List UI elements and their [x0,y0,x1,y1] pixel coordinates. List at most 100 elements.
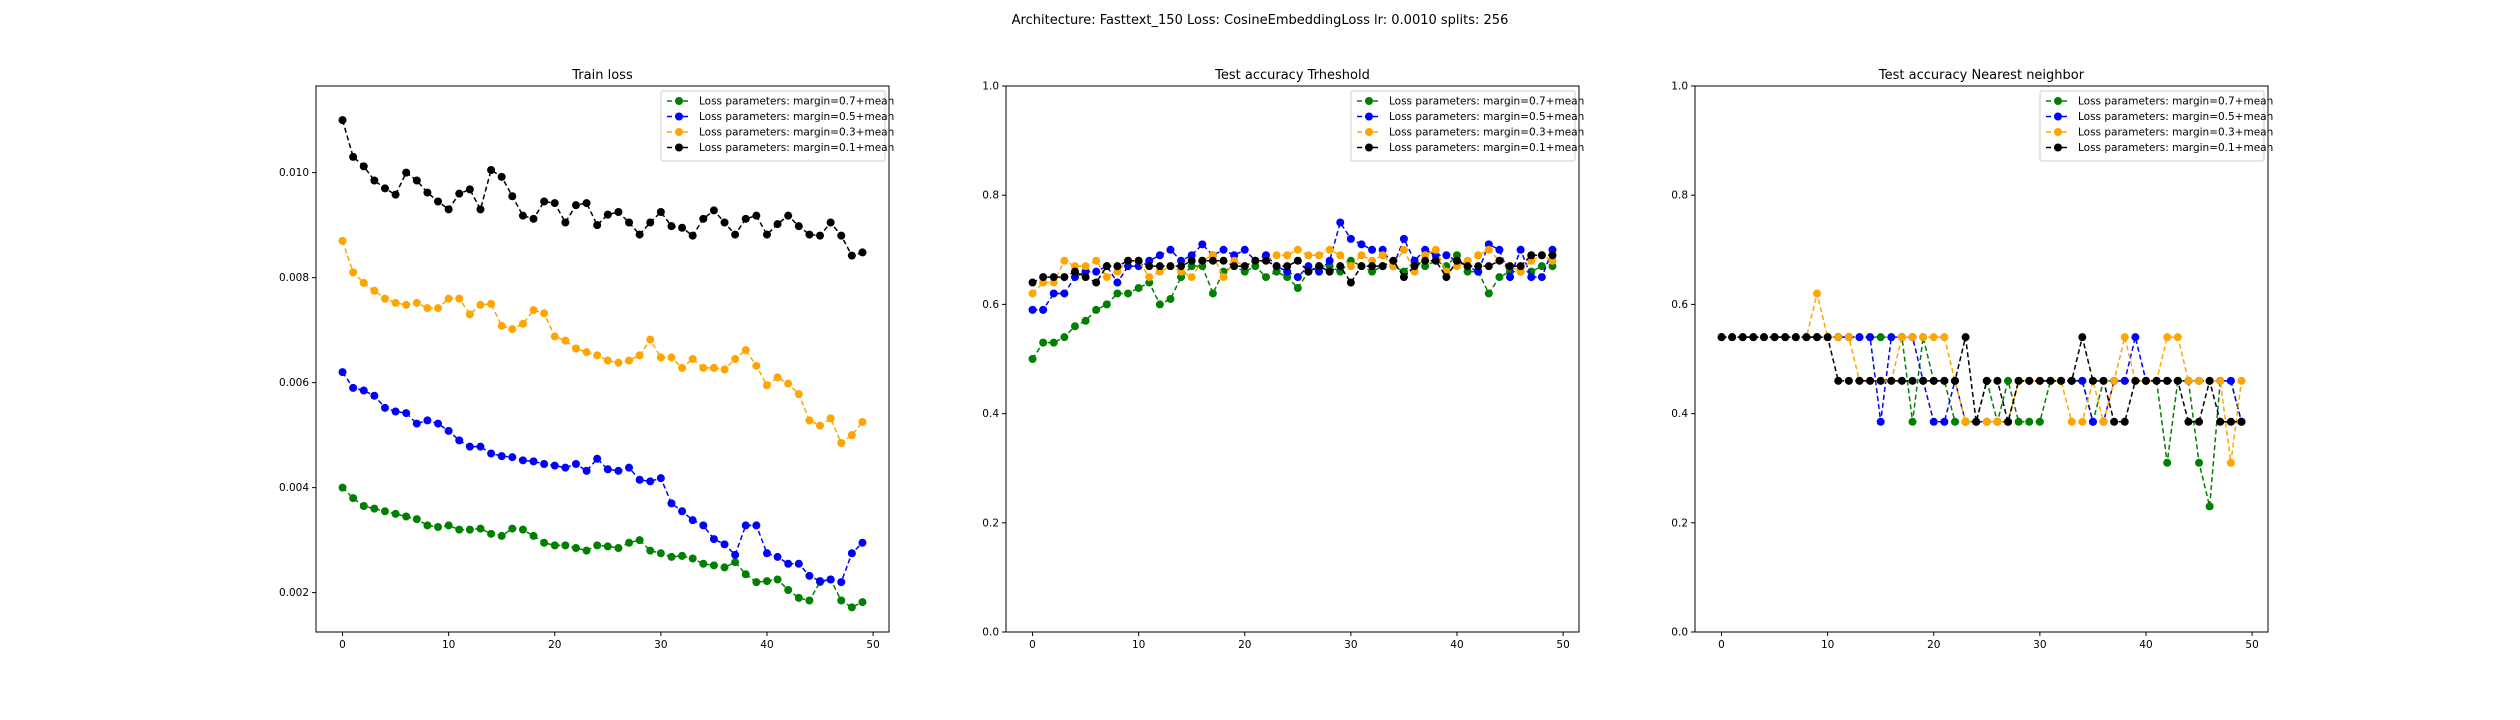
data-point [762,549,771,558]
data-point [370,286,379,295]
data-point [1219,273,1228,282]
data-point [2216,417,2225,426]
data-point [1876,333,1885,342]
data-point [1039,273,1048,282]
data-point [2088,376,2097,385]
y-tick-label: 0.8 [982,190,999,202]
series-line [1721,293,2243,463]
data-point [1442,273,1451,282]
data-point [380,294,389,303]
data-point [1442,251,1451,260]
data-point [635,230,644,239]
data-point [497,452,506,461]
data-point [2184,376,2193,385]
data-point [1261,273,1270,282]
x-tick-label: 30 [2033,639,2046,651]
data-point [1166,245,1175,254]
data-point [571,460,580,468]
data-point [1410,262,1419,271]
data-point [826,218,835,227]
legend-marker [2054,97,2062,105]
data-point [1081,262,1090,271]
data-point [805,230,814,239]
series-4 [1028,251,1557,287]
data-point [2014,376,2023,385]
data-point [1283,251,1292,260]
data-point [646,335,655,344]
data-point [1166,294,1175,303]
y-tick-label: 1.0 [1671,81,1688,93]
data-point [1272,262,1281,271]
data-point [1240,262,1249,271]
data-point [550,199,559,208]
data-point [1070,267,1079,276]
data-point [625,463,634,472]
data-point [487,529,496,538]
legend-box [2039,90,2265,162]
data-point [731,558,740,567]
legend-label: Loss parameters: margin=0.5+mean [2078,111,2273,123]
data-point [2057,376,2066,385]
y-tick-label: 0.0 [1671,627,1688,639]
data-point [423,416,432,425]
data-point [412,176,421,185]
data-point [487,299,496,308]
data-point [359,502,368,510]
data-point [678,223,687,232]
x-tick-label: 50 [1556,639,1569,651]
data-point [1834,333,1843,342]
data-point [635,475,644,484]
data-point [1452,256,1461,265]
data-point [752,521,761,530]
series-line [1032,254,1553,284]
data-point [1474,262,1483,271]
data-point [1187,273,1196,282]
data-point [1887,333,1896,342]
data-point [1813,289,1822,298]
legend-label: Loss parameters: margin=0.1+mean [1389,142,1584,154]
data-point [1092,278,1101,287]
data-point [1993,417,2002,426]
data-point [762,230,771,239]
axes-frame [1005,85,1580,633]
legend-marker [2054,143,2062,152]
data-point [497,321,506,330]
data-point [826,414,835,423]
data-point [1346,278,1355,287]
data-point [2226,417,2235,426]
data-point [487,166,496,174]
data-point [380,184,389,193]
legend-marker [1365,97,1373,105]
y-tick-label: 0.4 [1671,408,1688,420]
chart-title: Train loss [571,68,633,83]
data-point [540,460,549,468]
legend-box [1350,90,1576,162]
data-point [338,116,347,125]
data-point [678,551,687,560]
data-point [2078,333,2087,342]
y-tick-label: 0.006 [279,377,309,389]
data-point [2205,502,2214,511]
data-point [794,559,803,568]
data-point [1336,218,1345,227]
data-point [720,563,729,572]
data-point [593,351,602,360]
data-point [497,172,506,181]
data-point [1219,256,1228,265]
data-point [603,465,612,474]
data-point [1982,417,1991,426]
data-point [1929,376,1938,385]
data-point [444,205,453,214]
data-point [1325,245,1334,254]
data-point [1866,376,1875,385]
data-point [1463,262,1472,271]
data-point [2067,417,2076,426]
data-point [1092,267,1101,276]
data-point [794,390,803,399]
data-point [2173,376,2182,385]
data-point [391,509,400,518]
data-point [1929,333,1938,342]
data-point [2025,376,2034,385]
data-point [582,546,591,555]
data-point [656,353,665,362]
